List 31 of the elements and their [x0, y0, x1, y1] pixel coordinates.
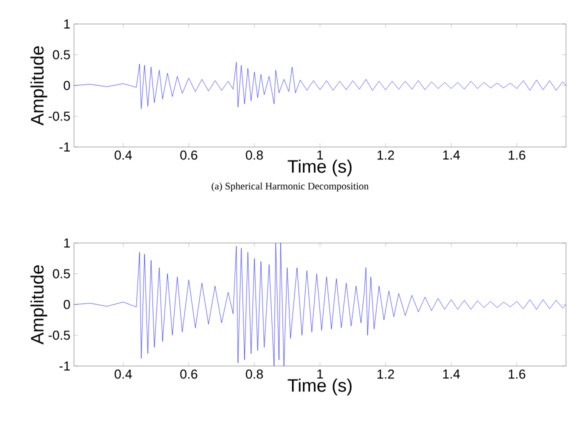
x-tick-label: 1	[317, 370, 323, 378]
x-tick-label: 1.4	[443, 370, 460, 378]
y-tick-label: -0.5	[48, 112, 70, 121]
line-series	[74, 243, 566, 366]
x-axis-title: Time (s)	[288, 378, 352, 396]
x-tick-label: 1.6	[508, 370, 526, 379]
x-tick-label: 1.2	[378, 370, 394, 379]
y-tick-label: -0.5	[48, 330, 70, 340]
x-tick-label: 1.6	[508, 150, 526, 160]
y-tick-label: 0	[64, 300, 70, 310]
x-tick-label: 1	[317, 150, 323, 160]
x-tick-label: 0.6	[180, 150, 198, 160]
y-axis-title: Amplitude	[30, 265, 48, 344]
x-axis-title: Time (s)	[288, 160, 352, 176]
x-tick-label: 1.4	[443, 150, 460, 160]
y-tick-label: -1	[59, 142, 70, 152]
x-tick-label: 1.2	[378, 150, 394, 160]
x-tick-label: 0.8	[246, 150, 263, 160]
x-tick-label: 0.4	[114, 150, 132, 160]
line-series	[74, 62, 566, 110]
y-axis-title: Amplitude	[30, 46, 48, 126]
y-tick-label: 0	[64, 80, 70, 90]
y-tick-label: 1	[64, 238, 70, 248]
text: (a) Spherical Harmonic Decomposition	[212, 182, 369, 192]
y-tick-label: 1	[64, 20, 70, 28]
x-tick-label: 0.4	[114, 370, 132, 379]
y-tick-label: -1	[59, 362, 70, 370]
x-tick-label: 0.8	[246, 370, 263, 379]
y-tick-label: 0.5	[52, 50, 70, 60]
y-tick-label: 0.5	[52, 269, 70, 278]
x-tick-label: 0.6	[180, 370, 198, 379]
